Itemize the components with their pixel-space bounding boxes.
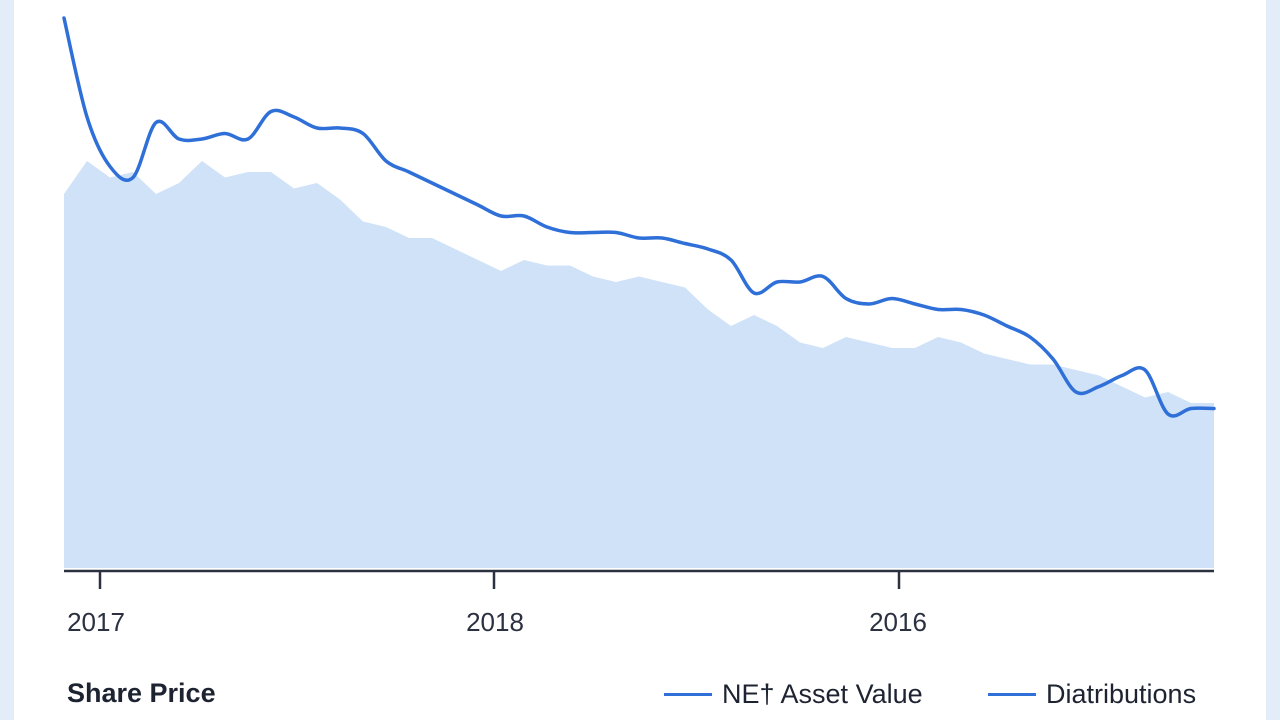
nav-series-line [62, 16, 1216, 418]
legend-label-distributions: Diatributions [1046, 678, 1197, 709]
legend-swatch-nav [664, 692, 712, 696]
legend-label-nav: NE† Asset Value [722, 678, 923, 709]
x-tick-label-2017: 2017 [67, 607, 125, 637]
x-tick-label-2018: 2018 [466, 607, 524, 637]
nav-line-layer [62, 16, 1216, 418]
legend-swatch-distributions [988, 692, 1036, 696]
distributions-area-layer [64, 161, 1214, 568]
legend-item-distributions: Diatributions [988, 678, 1196, 710]
legend-item-nav: NE† Asset Value [664, 678, 923, 710]
x-axis-ticks: 2017 2018 2016 [67, 571, 927, 637]
legend-title: Share Price [67, 678, 216, 708]
distributions-area [64, 161, 1214, 568]
x-tick-label-2016: 2016 [869, 607, 927, 637]
